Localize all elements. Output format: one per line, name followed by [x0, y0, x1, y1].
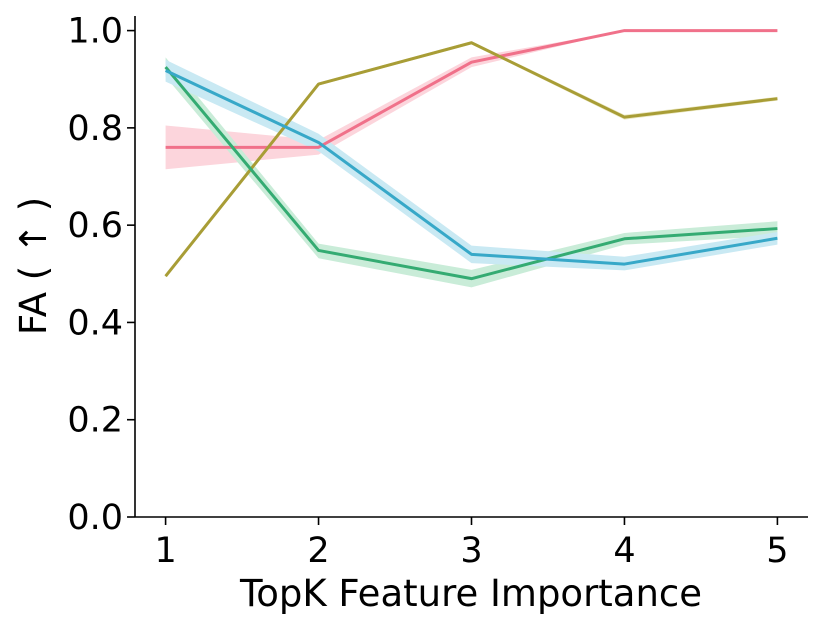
y-tick-label: 1.0: [67, 12, 123, 52]
axes: [134, 16, 808, 518]
y-tick-label: 0.4: [67, 303, 123, 343]
y-ticks: 0.0 0.2 0.4 0.6 0.8 1.0: [67, 12, 135, 538]
series-4-line: [164, 69, 778, 266]
x-tick-label: 3: [460, 531, 482, 571]
x-ticks: 1 2 3 4 5: [154, 517, 789, 571]
x-tick-label: 4: [613, 531, 635, 571]
x-tick-label: 2: [307, 531, 329, 571]
x-tick-label: 1: [154, 531, 176, 571]
series-1-band: [165, 30, 778, 170]
y-tick-label: 0.6: [67, 206, 123, 246]
series-lines: [164, 29, 778, 281]
y-axis-label: FA ( ↑ ): [12, 197, 55, 335]
x-axis-label: TopK Feature Importance: [239, 572, 702, 615]
series-1-line: [165, 29, 778, 149]
x-tick-label: 5: [766, 531, 788, 571]
y-tick-label: 0.8: [67, 109, 123, 149]
series-2-line: [164, 41, 778, 278]
series-3-line: [164, 66, 778, 281]
y-tick-label: 0.2: [67, 401, 123, 441]
y-tick-label: 0.0: [67, 498, 123, 538]
